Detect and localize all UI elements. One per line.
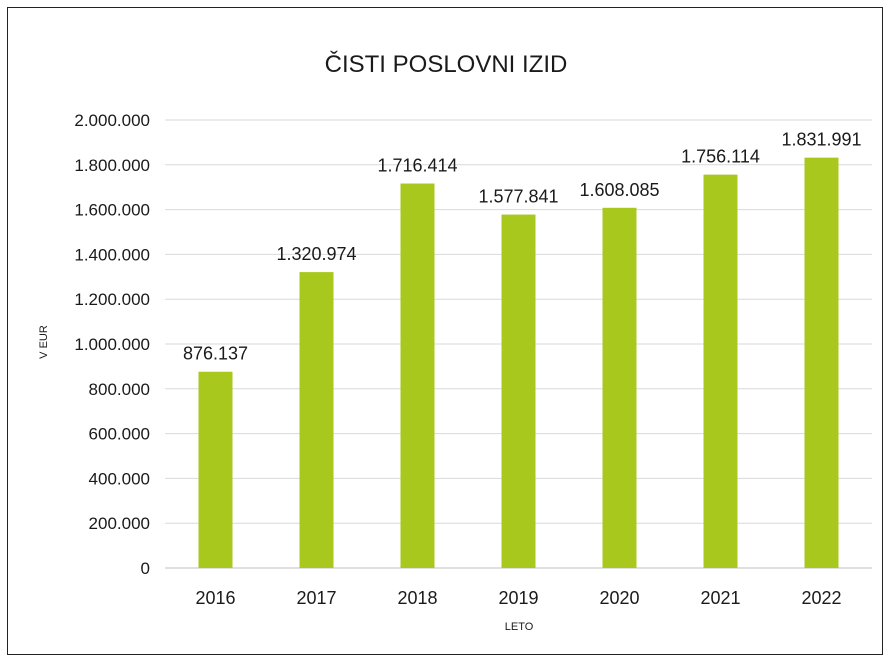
data-label: 1.608.085 <box>579 180 659 200</box>
bar <box>703 174 738 568</box>
x-tick-label: 2018 <box>397 588 437 608</box>
x-tick-label: 2019 <box>498 588 538 608</box>
data-label: 1.716.414 <box>377 156 457 176</box>
y-tick-label: 0 <box>141 559 150 578</box>
bar <box>299 272 334 568</box>
y-tick-label: 2.000.000 <box>74 111 150 130</box>
data-label: 1.831.991 <box>781 130 861 150</box>
y-tick-label: 600.000 <box>89 425 150 444</box>
data-label: 1.577.841 <box>478 187 558 207</box>
bar <box>400 183 435 569</box>
y-tick-label: 1.600.000 <box>74 201 150 220</box>
y-axis-ticks: 0 200.000 400.000 600.000 800.000 1.000.000 1.… <box>74 111 150 578</box>
bar <box>804 157 839 568</box>
data-label: 1.320.974 <box>276 244 356 264</box>
y-tick-label: 1.200.000 <box>74 290 150 309</box>
data-labels: 876.137 1.320.974 1.716.414 1.577.841 1.608.… <box>183 130 862 364</box>
x-tick-label: 2017 <box>296 588 336 608</box>
x-tick-label: 2020 <box>599 588 639 608</box>
data-label: 1.756.114 <box>681 147 760 167</box>
y-tick-label: 1.000.000 <box>74 335 150 354</box>
bar <box>602 207 637 569</box>
bar <box>501 214 536 569</box>
data-label: 876.137 <box>183 344 248 364</box>
gridlines <box>165 119 872 569</box>
y-tick-label: 800.000 <box>89 380 150 399</box>
y-axis-label: V EUR <box>38 325 50 359</box>
chart-title: ČISTI POSLOVNI IZID <box>325 50 568 78</box>
x-tick-label: 2016 <box>195 588 235 608</box>
y-tick-label: 400.000 <box>89 469 150 488</box>
x-axis-label: LETO <box>505 621 534 633</box>
x-tick-label: 2022 <box>801 588 841 608</box>
bars <box>198 157 839 569</box>
x-axis-ticks: 2016 2017 2018 2019 2020 2021 2022 <box>195 588 841 608</box>
y-tick-label: 1.400.000 <box>74 245 150 264</box>
y-tick-label: 200.000 <box>89 514 150 533</box>
y-tick-label: 1.800.000 <box>74 156 150 175</box>
x-tick-label: 2021 <box>700 588 740 608</box>
bar <box>198 371 233 568</box>
